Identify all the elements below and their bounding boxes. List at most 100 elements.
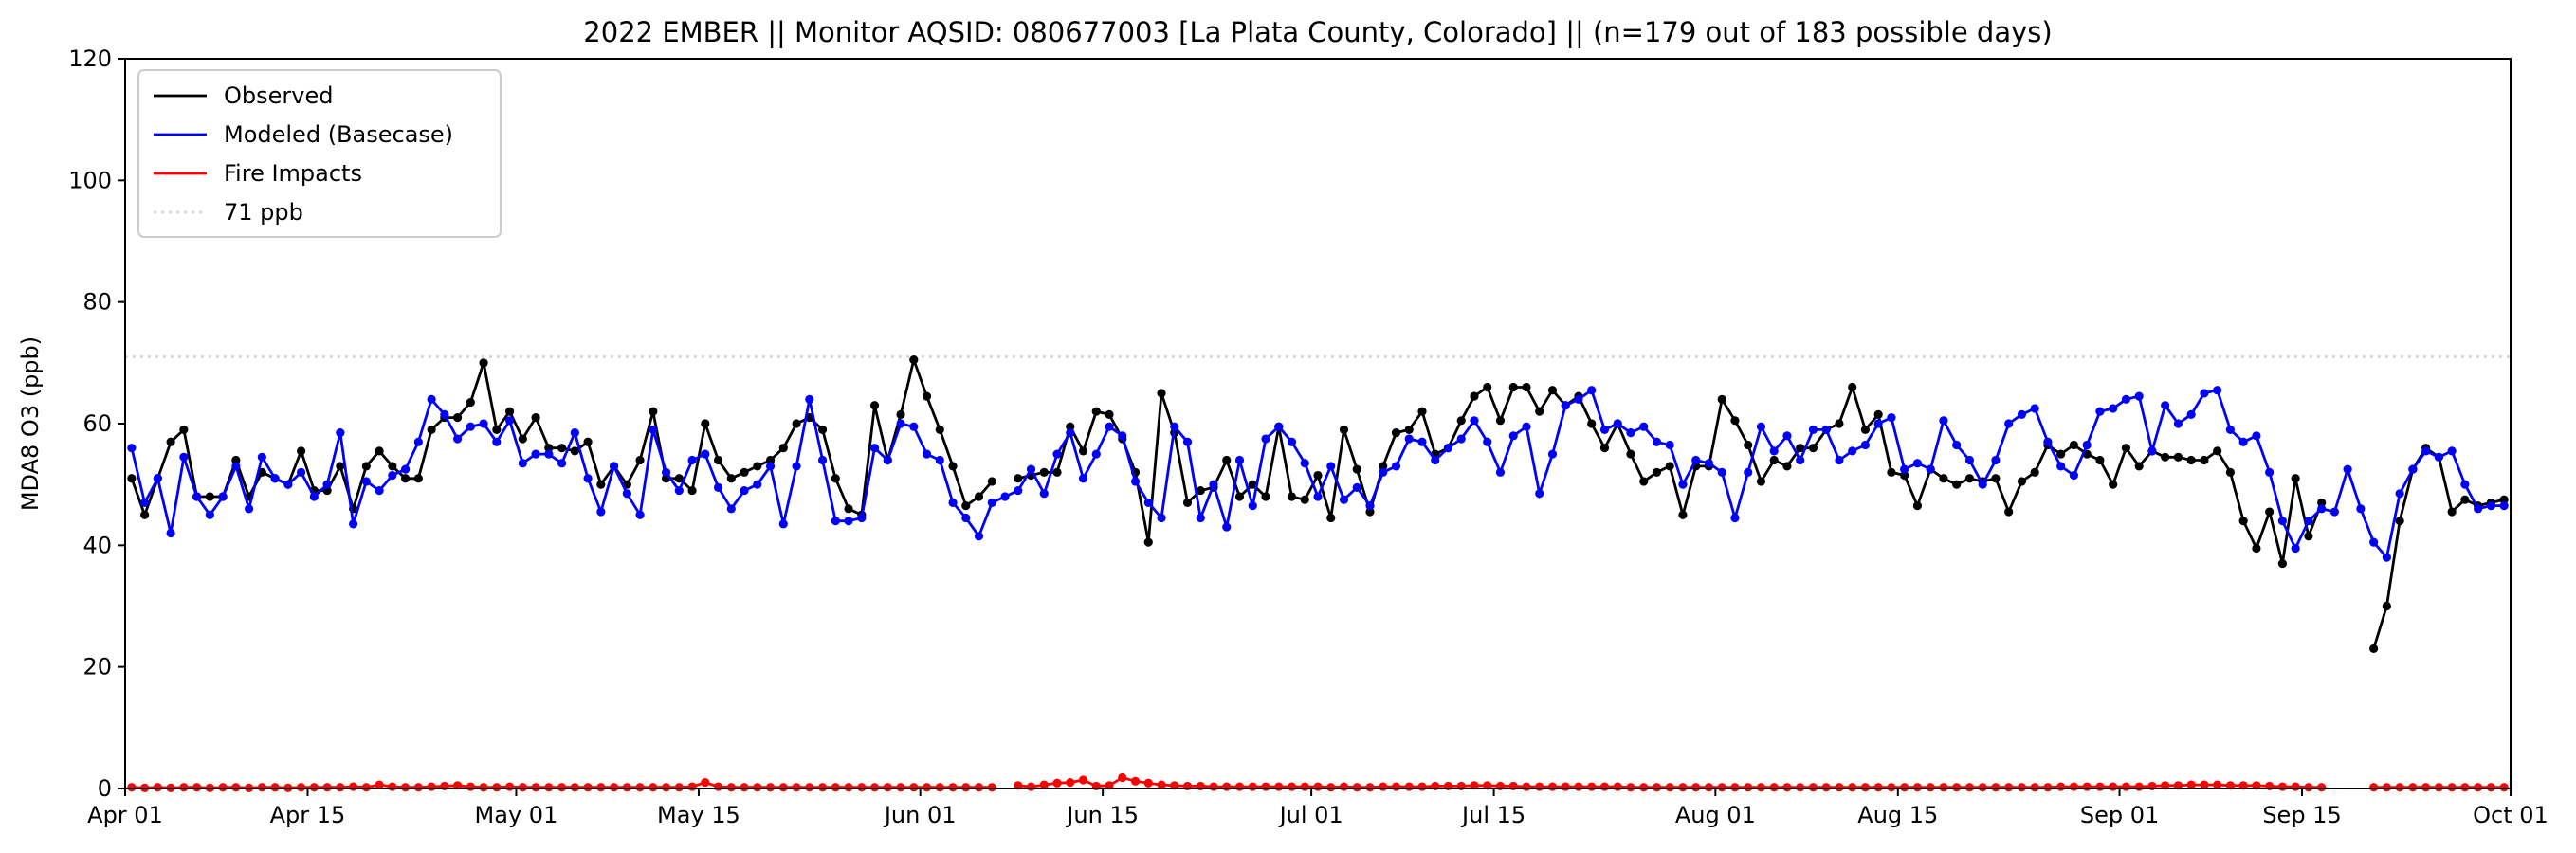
data-point [2304,517,2313,526]
data-point [1808,425,1818,435]
x-tick-label: Oct 01 [2473,802,2549,828]
data-point [2004,507,2014,517]
data-point [2056,782,2066,791]
data-point [792,419,801,428]
data-point [1352,783,1361,792]
data-point [922,783,932,792]
data-point [322,783,332,792]
data-point [452,412,463,423]
data-point [1939,416,1948,426]
data-point [713,482,723,492]
data-point [2369,537,2379,547]
data-point [557,459,567,468]
data-point [1170,422,1179,431]
data-point [2434,452,2443,462]
data-point [375,446,384,456]
data-point [935,425,944,435]
data-point [1248,480,1257,489]
axis-layer: 0 20 40 60 80 100 120 Apr 01 Apr 15 May 01 May 15 J… [68,45,2549,828]
data-point [1730,416,1740,426]
data-point [466,422,475,431]
data-point [1339,495,1349,504]
data-point [831,474,840,483]
data-point [427,394,436,404]
data-point [896,783,905,792]
data-point [166,437,175,446]
data-point [1222,782,1232,791]
data-point [1691,455,1701,465]
data-point [388,462,397,471]
data-point [2486,783,2495,792]
data-point [1873,409,1883,419]
data-point [2030,404,2039,413]
data-point [817,455,828,465]
data-point [1130,477,1141,486]
data-point [2499,495,2509,504]
data-point [1222,522,1232,532]
data-point [2225,425,2236,435]
data-point [2395,517,2404,526]
data-point [413,474,423,483]
x-tick-label: Jun 15 [1065,802,1139,828]
data-point [400,464,411,474]
data-point [1417,407,1427,416]
data-point [1182,437,1193,446]
data-point [674,485,684,496]
data-point [1561,782,1570,791]
data-point [1964,455,1975,465]
data-point [192,783,202,792]
data-point [2460,495,2470,504]
data-point [2017,409,2027,419]
data-point [205,492,214,501]
data-point [388,470,397,481]
data-point [2252,431,2261,441]
data-point [2395,783,2404,792]
data-point [544,783,554,792]
data-point [1860,783,1871,792]
data-point [2030,783,2039,792]
data-point [1234,455,1245,465]
data-point [1587,386,1597,395]
data-point [2200,780,2209,789]
data-point [440,409,449,419]
data-point [1404,425,1414,435]
data-point [1379,462,1388,471]
data-point [635,783,645,792]
data-point [726,783,736,792]
data-point [2109,480,2118,489]
data-point [909,355,919,365]
data-point [127,444,137,453]
x-tick-label: Sep 15 [2262,802,2341,828]
data-point [2408,783,2418,792]
data-point [270,783,280,792]
data-point [1991,783,2001,792]
data-point [1796,783,1805,792]
data-point [1639,422,1649,431]
data-point [974,532,984,541]
data-point [2186,455,2196,465]
data-point [1313,782,1323,791]
data-point [1470,391,1479,401]
data-point [2474,783,2483,792]
data-point [2447,507,2457,517]
data-point [1470,416,1479,426]
data-point [2421,446,2431,456]
data-point [674,474,684,483]
x-tick-label: Aug 15 [1857,802,1938,828]
data-point [1678,480,1688,489]
data-point [1599,782,1610,791]
data-point [2382,783,2391,792]
data-point [948,462,958,471]
data-point [649,425,658,435]
y-tick-label: 120 [68,45,112,72]
data-point [1052,467,1062,477]
data-point [1678,783,1688,792]
data-point [1339,782,1349,791]
y-axis-label: MDA8 O3 (ppb) [17,336,44,511]
data-point [2069,470,2079,481]
data-point [857,783,867,792]
data-point [2460,480,2470,489]
data-point [1039,489,1049,499]
data-point [1613,782,1622,791]
data-point [1091,449,1101,459]
